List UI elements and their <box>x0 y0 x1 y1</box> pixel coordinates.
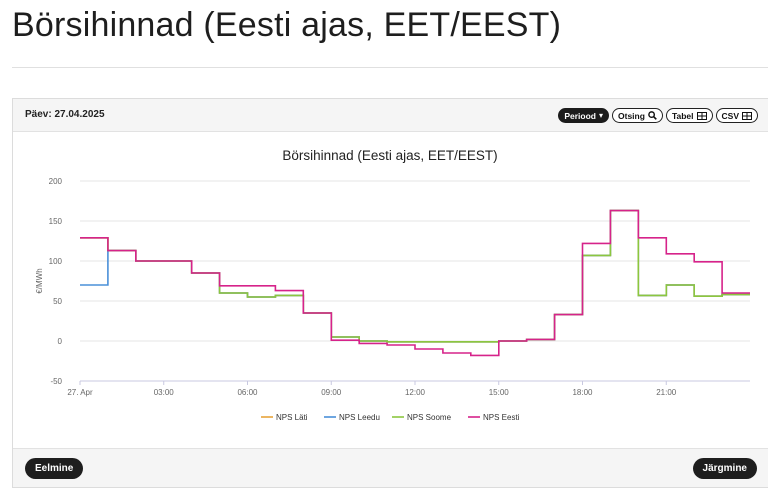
x-tick-label: 03:00 <box>154 388 175 397</box>
chart-panel: Päev: 27.04.2025 Periood ▾ Otsing Tabel <box>12 98 768 488</box>
chart-grid <box>80 180 750 382</box>
x-tick-label: 06:00 <box>237 388 258 397</box>
legend-item-label[interactable]: NPS Soome <box>407 413 452 422</box>
search-icon <box>648 111 657 120</box>
x-axis-ticks: 27. Apr 03:00 06:00 09:00 12:00 15:00 18:00 21:… <box>67 381 677 397</box>
y-tick-label: -50 <box>50 377 62 386</box>
price-chart: Börsihinnad (Eesti ajas, EET/EEST) -50 0 5… <box>35 148 750 422</box>
csv-label: CSV <box>721 110 739 121</box>
y-tick-label: 150 <box>49 217 63 226</box>
y-axis-ticks: -50 0 50 100 150 200 <box>49 177 63 386</box>
chart-toolbar: Periood ▾ Otsing Tabel CSV <box>558 108 758 123</box>
search-button[interactable]: Otsing <box>612 108 663 123</box>
y-tick-label: 100 <box>49 257 63 266</box>
y-tick-label: 200 <box>49 177 63 186</box>
table-icon <box>696 111 707 120</box>
legend-item-label[interactable]: NPS Leedu <box>339 413 380 422</box>
panel-footer: Eelmine Järgmine <box>13 448 768 487</box>
page-title: Börsihinnad (Eesti ajas, EET/EEST) <box>12 6 562 44</box>
previous-button[interactable]: Eelmine <box>25 458 84 479</box>
y-axis-label: €/MWh <box>35 268 44 293</box>
series-line-nps-eesti[interactable] <box>80 209 750 357</box>
csv-table-icon <box>742 111 752 120</box>
x-tick-label: 21:00 <box>656 388 677 397</box>
y-tick-label: 0 <box>58 337 63 346</box>
chart-series <box>80 209 750 357</box>
series-line-nps-läti[interactable] <box>80 209 750 343</box>
table-button[interactable]: Tabel <box>665 108 713 123</box>
x-tick-label: 18:00 <box>572 388 593 397</box>
next-button[interactable]: Järgmine <box>692 458 757 479</box>
y-tick-label: 50 <box>53 297 62 306</box>
period-button[interactable]: Periood ▾ <box>558 108 610 123</box>
period-label: Periood <box>564 110 596 121</box>
caret-down-icon: ▾ <box>599 110 604 120</box>
legend-item-label[interactable]: NPS Eesti <box>483 413 520 422</box>
panel-header: Päev: 27.04.2025 Periood ▾ Otsing Tabel <box>13 99 768 132</box>
x-tick-label: 27. Apr <box>67 388 93 397</box>
x-tick-label: 09:00 <box>321 388 342 397</box>
series-line-nps-leedu[interactable] <box>80 209 750 343</box>
chart-legend: NPS Läti NPS Leedu NPS Soome NPS Eesti <box>261 413 520 422</box>
series-line-nps-soome[interactable] <box>80 209 750 343</box>
csv-button[interactable]: CSV <box>715 108 758 123</box>
chart-title: Börsihinnad (Eesti ajas, EET/EEST) <box>282 148 497 163</box>
search-label: Otsing <box>618 110 645 121</box>
title-divider <box>12 67 768 68</box>
table-label: Tabel <box>671 110 694 121</box>
legend-item-label[interactable]: NPS Läti <box>276 413 308 422</box>
x-tick-label: 12:00 <box>405 388 426 397</box>
date-label: Päev: 27.04.2025 <box>25 109 105 120</box>
x-tick-label: 15:00 <box>489 388 510 397</box>
